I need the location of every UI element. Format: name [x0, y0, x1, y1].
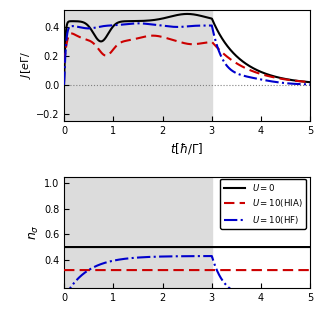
Y-axis label: $J[e\Gamma/$: $J[e\Gamma/$ [19, 51, 33, 79]
Bar [64, 177, 212, 288]
X-axis label: $t[\hbar/\Gamma]$: $t[\hbar/\Gamma]$ [171, 141, 204, 156]
Legend: $U = 0$, $U = 10$(HIA), $U = 10$(HF): $U = 0$, $U = 10$(HIA), $U = 10$(HF) [220, 179, 306, 229]
Y-axis label: $n_\sigma$: $n_\sigma$ [28, 224, 41, 240]
Bar [64, 10, 212, 121]
